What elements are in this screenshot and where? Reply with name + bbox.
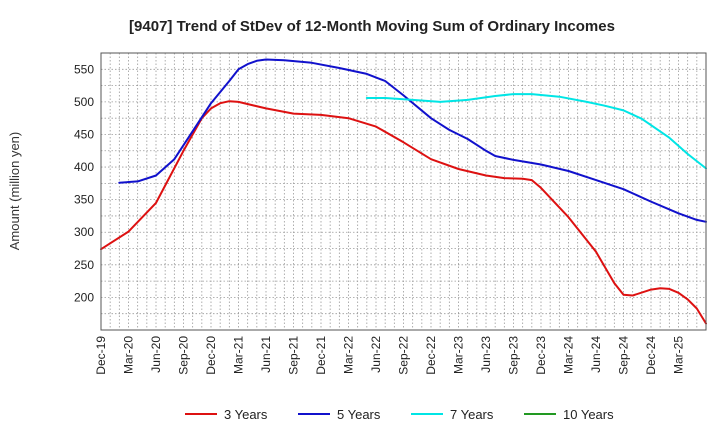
- y-tick-label: 450: [74, 127, 94, 141]
- y-tick-label: 200: [74, 290, 94, 304]
- x-tick-label: Sep-22: [397, 336, 411, 375]
- series-line-5-years: [118, 58, 707, 223]
- legend-label: 10 Years: [563, 407, 614, 422]
- chart-title: [9407] Trend of StDev of 12-Month Moving…: [129, 18, 615, 35]
- series-line-7-years: [365, 93, 707, 170]
- series-line-3-years: [100, 100, 707, 325]
- x-tick-label: Mar-23: [452, 336, 466, 374]
- y-tick-label: 400: [74, 160, 94, 174]
- y-tick-label: 350: [74, 193, 94, 207]
- series-layer: [100, 58, 707, 325]
- x-tick-label: Jun-24: [589, 336, 603, 373]
- plot-frame: [100, 52, 707, 331]
- y-tick-label: 550: [74, 62, 94, 76]
- y-axis-label: Amount (million yen): [7, 132, 22, 251]
- x-tick-label: Dec-23: [534, 336, 548, 375]
- legend-item: 7 Years: [411, 407, 494, 422]
- x-tick-label: Mar-20: [122, 336, 136, 374]
- x-axis: Dec-19 Mar-20 Jun-20 Sep-20 Dec-20 Mar-21 Jun-…: [94, 336, 686, 375]
- x-tick-label: Jun-22: [369, 336, 383, 373]
- x-tick-label: Jun-20: [149, 336, 163, 373]
- y-tick-label: 250: [74, 258, 94, 272]
- legend: 3 Years 5 Years 7 Years 10 Years: [185, 407, 614, 422]
- legend-item: 3 Years: [185, 407, 268, 422]
- x-tick-label: Jun-21: [259, 336, 273, 373]
- x-tick-label: Dec-24: [644, 336, 658, 375]
- x-tick-label: Sep-24: [617, 336, 631, 375]
- legend-item: 10 Years: [524, 407, 614, 422]
- x-tick-label: Dec-22: [424, 336, 438, 375]
- y-axis: 200 250 300 350 400 450 500 550: [74, 62, 94, 304]
- x-tick-label: Mar-22: [342, 336, 356, 374]
- x-tick-label: Mar-25: [672, 336, 686, 374]
- x-tick-label: Dec-20: [204, 336, 218, 375]
- x-tick-label: Mar-21: [232, 336, 246, 374]
- x-tick-label: Sep-20: [177, 336, 191, 375]
- x-tick-label: Jun-23: [479, 336, 493, 373]
- x-tick-label: Mar-24: [562, 336, 576, 374]
- y-tick-label: 500: [74, 95, 94, 109]
- legend-label: 5 Years: [337, 407, 381, 422]
- y-tick-label: 300: [74, 225, 94, 239]
- x-tick-label: Dec-19: [94, 336, 108, 375]
- x-tick-label: Sep-21: [287, 336, 301, 375]
- legend-label: 7 Years: [450, 407, 494, 422]
- x-tick-label: Dec-21: [314, 336, 328, 375]
- x-tick-label: Sep-23: [507, 336, 521, 375]
- legend-item: 5 Years: [298, 407, 381, 422]
- legend-label: 3 Years: [224, 407, 268, 422]
